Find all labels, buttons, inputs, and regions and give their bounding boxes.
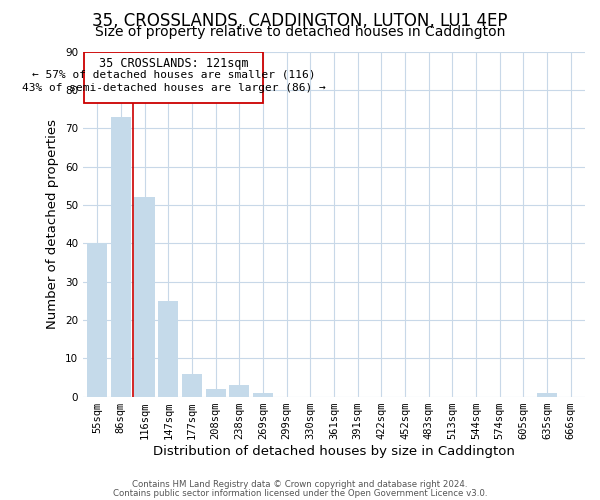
Bar (537, 392, 557, 396)
Text: 35, CROSSLANDS, CADDINGTON, LUTON, LU1 4EP: 35, CROSSLANDS, CADDINGTON, LUTON, LU1 4… (92, 12, 508, 30)
Text: Contains public sector information licensed under the Open Government Licence v3: Contains public sector information licen… (113, 489, 487, 498)
Bar (206, 389, 226, 396)
Text: 43% of semi-detached houses are larger (86) →: 43% of semi-detached houses are larger (… (22, 83, 325, 93)
Bar (111, 116, 131, 396)
X-axis label: Distribution of detached houses by size in Caddington: Distribution of detached houses by size … (153, 444, 515, 458)
Text: 35 CROSSLANDS: 121sqm: 35 CROSSLANDS: 121sqm (99, 58, 248, 70)
FancyBboxPatch shape (84, 52, 263, 104)
Bar (182, 374, 202, 396)
Bar (134, 197, 155, 396)
Bar (253, 392, 273, 396)
Bar (87, 243, 107, 396)
Text: ← 57% of detached houses are smaller (116): ← 57% of detached houses are smaller (11… (32, 70, 316, 80)
Y-axis label: Number of detached properties: Number of detached properties (46, 119, 59, 329)
Bar (158, 300, 178, 396)
Text: Contains HM Land Registry data © Crown copyright and database right 2024.: Contains HM Land Registry data © Crown c… (132, 480, 468, 489)
Text: Size of property relative to detached houses in Caddington: Size of property relative to detached ho… (95, 25, 505, 39)
Bar (229, 385, 250, 396)
